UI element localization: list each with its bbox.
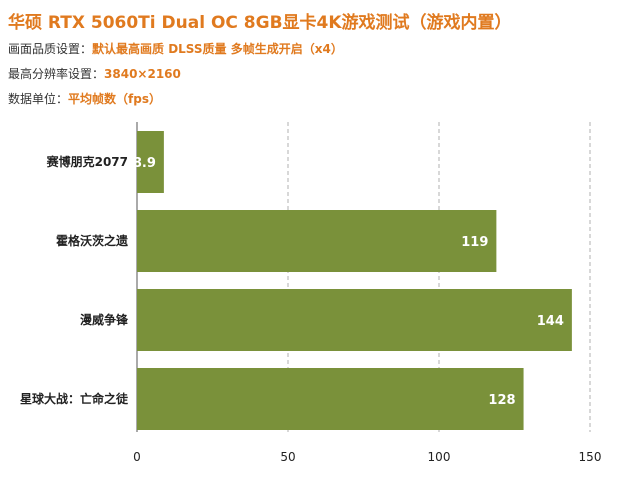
- resolution-setting: 最高分辨率设置：3840×2160: [8, 65, 181, 82]
- bar-3: [137, 368, 524, 430]
- quality-setting-key: 画面品质设置：: [8, 42, 93, 56]
- category-label-3: 星球大战：亡命之徒: [20, 391, 129, 406]
- unit-setting-key: 数据单位：: [8, 92, 69, 106]
- value-label-2: 144: [537, 314, 564, 329]
- x-tick-label-0: 0: [133, 450, 141, 464]
- resolution-setting-value: 3840×2160: [104, 67, 181, 81]
- quality-setting-value: 默认最高画质 DLSS质量 多帧生成开启（x4）: [92, 42, 343, 56]
- unit-setting-value: 平均帧数（fps）: [68, 92, 161, 106]
- bar-2: [137, 289, 572, 351]
- bar-0: [137, 131, 164, 193]
- x-tick-label-1: 50: [280, 450, 295, 464]
- value-label-0: 8.9: [133, 156, 156, 171]
- x-tick-label-2: 100: [428, 450, 451, 464]
- bar-1: [137, 210, 497, 272]
- resolution-setting-key: 最高分辨率设置：: [8, 67, 105, 81]
- chart-title: 华硕 RTX 5060Ti Dual OC 8GB显卡4K游戏测试（游戏内置）: [8, 13, 512, 33]
- category-label-1: 霍格沃茨之遗: [56, 233, 128, 248]
- value-label-1: 119: [461, 235, 488, 250]
- category-label-2: 漫威争锋: [80, 312, 129, 327]
- value-label-3: 128: [488, 393, 515, 408]
- unit-setting: 数据单位：平均帧数（fps）: [8, 90, 161, 107]
- x-tick-label-3: 150: [579, 450, 602, 464]
- quality-setting: 画面品质设置：默认最高画质 DLSS质量 多帧生成开启（x4）: [8, 40, 343, 57]
- category-label-0: 赛博朋克2077: [46, 154, 128, 169]
